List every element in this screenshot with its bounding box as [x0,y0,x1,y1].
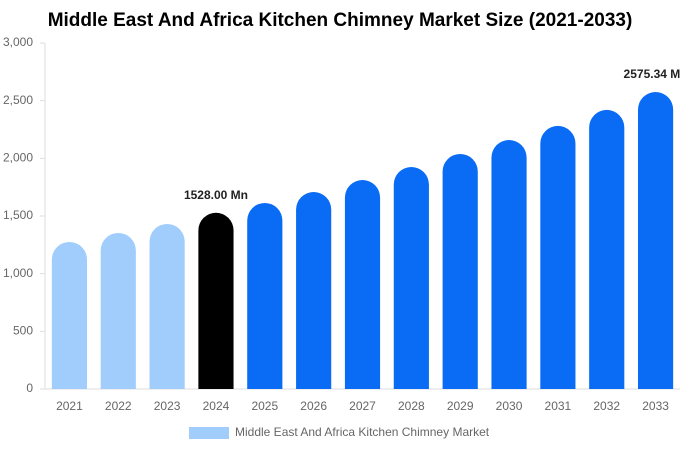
x-tick-label: 2030 [496,399,523,413]
x-tick-label: 2024 [203,399,230,413]
y-tick-label: 1,500 [3,208,33,222]
y-tick-label: 2,000 [3,151,33,165]
bar [51,241,88,389]
bar [540,125,576,389]
y-tick-label: 2,500 [3,93,33,107]
x-tick-label: 2029 [447,399,474,413]
bar [442,153,478,389]
bar [296,192,332,389]
bar [637,91,674,389]
y-tick-label: 0 [26,381,33,395]
bar [491,140,527,389]
y-tick-label: 1,000 [3,266,33,280]
x-tick-label: 2032 [593,399,620,413]
bar [344,180,381,389]
x-tick-label: 2033 [642,399,669,413]
bar [393,166,429,389]
y-tick-label: 500 [13,324,33,338]
x-tick-label: 2031 [545,399,572,413]
x-tick-label: 2025 [251,399,278,413]
bar [247,202,283,389]
bar [149,223,185,389]
bar [589,109,625,390]
x-tick-label: 2022 [105,399,132,413]
data-label: 1528.00 Mn [184,188,248,202]
chart-title: Middle East And Africa Kitchen Chimney M… [48,10,633,31]
legend-label: Middle East And Africa Kitchen Chimney M… [235,425,490,439]
x-tick-label: 2028 [398,399,425,413]
legend-swatch [189,427,229,439]
x-tick-label: 2021 [56,399,83,413]
x-tick-label: 2027 [349,399,376,413]
bar [100,232,136,389]
bar [198,212,234,389]
x-tick-label: 2026 [300,399,327,413]
y-tick-label: 3,000 [3,35,33,49]
x-tick-label: 2023 [154,399,181,413]
data-label: 2575.34 Mn [624,67,680,81]
